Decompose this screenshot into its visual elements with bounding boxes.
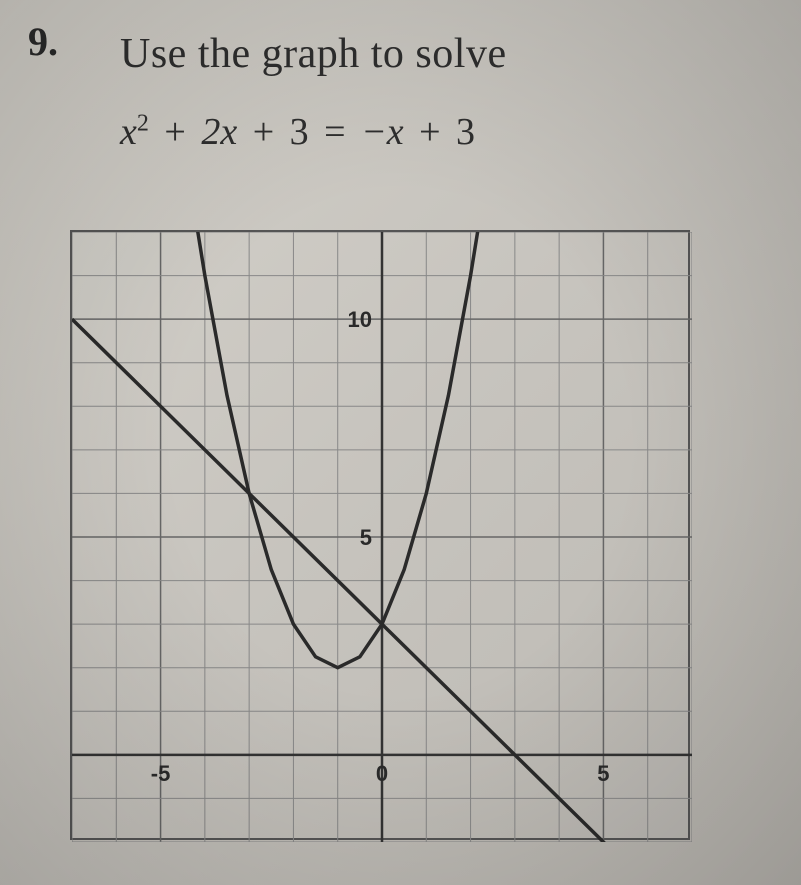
eq-2x: 2x xyxy=(201,111,237,153)
y-tick-label: 5 xyxy=(360,525,372,550)
eq-negx: −x xyxy=(361,111,404,153)
graph-svg: 5 10 -5 0 5 xyxy=(72,232,692,842)
eq-3b: 3 xyxy=(456,111,475,153)
eq-x: x xyxy=(120,111,137,153)
x-tick-label: 0 xyxy=(376,761,388,786)
eq-plus1: + xyxy=(155,111,195,153)
eq-equals: = xyxy=(315,111,355,153)
question-number: 9. xyxy=(28,18,58,65)
x-tick-label: -5 xyxy=(151,761,171,786)
y-tick-label: 10 xyxy=(348,307,372,332)
eq-exp: 2 xyxy=(137,110,149,136)
x-tick-label: 5 xyxy=(597,761,609,786)
question-prompt: Use the graph to solve xyxy=(120,30,507,78)
graph-panel: 5 10 -5 0 5 xyxy=(70,230,690,840)
eq-3a: 3 xyxy=(290,111,309,153)
eq-plus2: + xyxy=(243,111,283,153)
eq-plus3: + xyxy=(410,111,450,153)
equation: x2 + 2x + 3 = −x + 3 xyxy=(120,110,475,154)
